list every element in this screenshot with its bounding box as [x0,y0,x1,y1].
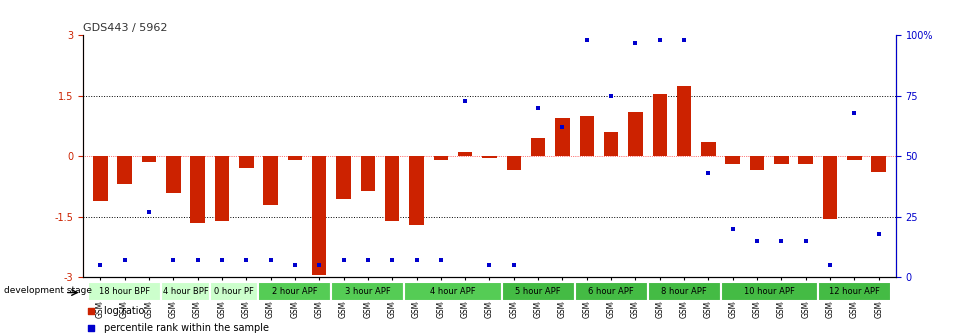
Point [141,209,156,215]
Point [432,258,448,263]
Text: 8 hour APF: 8 hour APF [660,287,706,296]
Point [797,238,813,244]
Point [190,258,205,263]
Bar [506,156,520,170]
Bar [312,156,327,275]
Text: 0 hour PF: 0 hour PF [214,287,253,296]
Point [360,258,376,263]
Bar [603,132,618,156]
Text: 3 hour APF: 3 hour APF [344,287,390,296]
Bar [846,156,861,160]
Text: 6 hour APF: 6 hour APF [588,287,634,296]
Text: log ratio: log ratio [104,306,144,316]
Bar [749,156,764,170]
Point [165,258,181,263]
Bar [774,156,788,164]
Point [773,238,788,244]
Text: GDS443 / 5962: GDS443 / 5962 [83,23,167,33]
Bar [700,142,715,156]
Point [602,93,618,98]
Text: 4 hour APF: 4 hour APF [429,287,475,296]
Bar [190,156,204,223]
Point [627,40,643,45]
Bar [458,152,472,156]
Bar [628,112,643,156]
Point [870,231,886,236]
FancyBboxPatch shape [88,282,161,301]
Bar [360,156,375,191]
Point [555,125,570,130]
Bar [798,156,813,164]
Bar [482,156,496,158]
Text: percentile rank within the sample: percentile rank within the sample [104,323,268,333]
Bar [214,156,229,221]
Point [287,262,302,268]
Point [116,258,132,263]
Bar [93,156,108,201]
Bar [142,156,156,162]
Bar [676,86,690,156]
Bar [117,156,132,184]
Point [214,258,230,263]
FancyBboxPatch shape [574,282,647,301]
Point [676,37,691,43]
Point [700,170,716,176]
Bar [239,156,253,168]
Text: 5 hour APF: 5 hour APF [514,287,560,296]
Point [238,258,253,263]
Point [262,258,278,263]
Text: 10 hour APF: 10 hour APF [743,287,794,296]
Point [311,262,327,268]
Bar [335,156,350,199]
Bar [579,116,594,156]
Point [578,37,594,43]
FancyBboxPatch shape [209,282,258,301]
Bar [165,156,180,193]
Point [481,262,497,268]
FancyBboxPatch shape [258,282,331,301]
Bar [870,156,885,172]
FancyBboxPatch shape [161,282,209,301]
Point [846,110,862,115]
Text: 12 hour APF: 12 hour APF [828,287,879,296]
FancyBboxPatch shape [404,282,501,301]
FancyBboxPatch shape [501,282,574,301]
Point [83,325,99,330]
Bar [555,118,569,156]
Bar [433,156,448,160]
Point [822,262,837,268]
Bar [530,138,545,156]
Text: 4 hour BPF: 4 hour BPF [162,287,208,296]
Point [92,262,108,268]
Text: development stage: development stage [4,286,92,295]
Bar [288,156,302,160]
Point [651,37,667,43]
Point [335,258,351,263]
FancyBboxPatch shape [817,282,890,301]
Point [408,258,423,263]
Bar [409,156,423,225]
Bar [822,156,836,219]
Point [384,258,400,263]
FancyBboxPatch shape [331,282,404,301]
Point [748,238,764,244]
FancyBboxPatch shape [647,282,720,301]
Point [530,105,546,111]
Point [83,308,99,313]
Bar [384,156,399,221]
Point [506,262,521,268]
Bar [651,94,666,156]
Bar [263,156,278,205]
Text: 2 hour APF: 2 hour APF [272,287,317,296]
FancyBboxPatch shape [720,282,817,301]
Bar [725,156,739,164]
Text: 18 hour BPF: 18 hour BPF [99,287,150,296]
Point [725,226,740,232]
Point [457,98,472,103]
